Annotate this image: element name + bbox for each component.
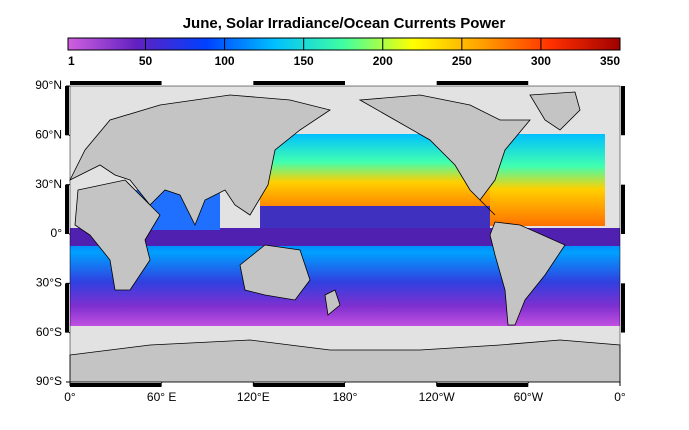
- australia: [239, 244, 311, 301]
- frame-segment: [65, 332, 69, 382]
- frame-segment: [621, 234, 625, 284]
- greenland: [529, 91, 581, 131]
- ocean-equator: [70, 228, 620, 246]
- x-tick-label: 120°E: [237, 390, 270, 404]
- x-tick-label: 180°: [333, 390, 358, 404]
- y-tick-label: 90°S: [36, 374, 62, 388]
- y-tick-label: 0°: [51, 226, 63, 240]
- frame-segment: [70, 383, 162, 387]
- ocean-pacific-tropic: [260, 206, 490, 228]
- map-border: [69, 85, 621, 383]
- y-tick-label: 60°S: [36, 325, 62, 339]
- frame-segment: [70, 81, 162, 85]
- y-tick-label: 90°N: [35, 78, 62, 92]
- colorbar-tick-label: 150: [294, 54, 314, 68]
- colorbar-fill: [67, 37, 621, 51]
- frame-segment: [65, 283, 69, 333]
- colorbar: 1 50 100 150 200 250 300 350: [67, 37, 621, 68]
- colorbar-tick-label: 100: [215, 54, 235, 68]
- frame-segment: [621, 184, 625, 234]
- frame-segment: [253, 81, 345, 85]
- y-tick-label: 30°S: [36, 276, 62, 290]
- frame-segment: [621, 86, 625, 136]
- colorbar-tick-label: 300: [531, 54, 551, 68]
- axes: 0° 60° E 120°E 180° 120°W 60°W 0° 90°N 60°N 30°N 0…: [35, 78, 626, 404]
- y-tick-label: 60°N: [35, 128, 62, 142]
- new-zealand: [324, 289, 341, 316]
- y-tick-label: 30°N: [35, 177, 62, 191]
- frame-segment: [621, 135, 625, 185]
- colorbar-tick-label: 200: [373, 54, 393, 68]
- x-tick-label: 120°W: [419, 390, 456, 404]
- frame-segment: [528, 81, 620, 85]
- frame-segment: [65, 234, 69, 284]
- colorbar-tick-label: 250: [452, 54, 472, 68]
- frame-segment: [345, 81, 437, 85]
- frame-segment: [161, 383, 254, 387]
- ocean-atlantic: [490, 134, 605, 226]
- map: [69, 86, 621, 383]
- x-tick-label: 0°: [614, 390, 626, 404]
- x-tick-label: 60°W: [514, 390, 544, 404]
- frame-segment: [65, 184, 69, 234]
- x-tick-label: 60° E: [147, 390, 176, 404]
- south-america: [489, 221, 566, 326]
- frame-segment: [253, 383, 345, 387]
- frame-segment: [436, 81, 529, 85]
- x-tick-label: 0°: [64, 390, 76, 404]
- north-america: [358, 94, 531, 216]
- frame-segment: [345, 383, 437, 387]
- frame-segment: [528, 383, 620, 387]
- frame-segment: [65, 86, 69, 136]
- colorbar-tick-label: 50: [139, 54, 153, 68]
- frame-segment: [436, 383, 529, 387]
- colorbar-tick-label: 350: [600, 54, 620, 68]
- frame-segment: [65, 135, 69, 185]
- frame-segment: [621, 283, 625, 333]
- frame-segment: [621, 332, 625, 382]
- eurasia: [69, 94, 331, 226]
- africa: [74, 179, 161, 291]
- frame-segment: [161, 81, 254, 85]
- title: June, Solar Irradiance/Ocean Currents Po…: [183, 15, 506, 32]
- colorbar-tick-label: 1: [68, 54, 75, 68]
